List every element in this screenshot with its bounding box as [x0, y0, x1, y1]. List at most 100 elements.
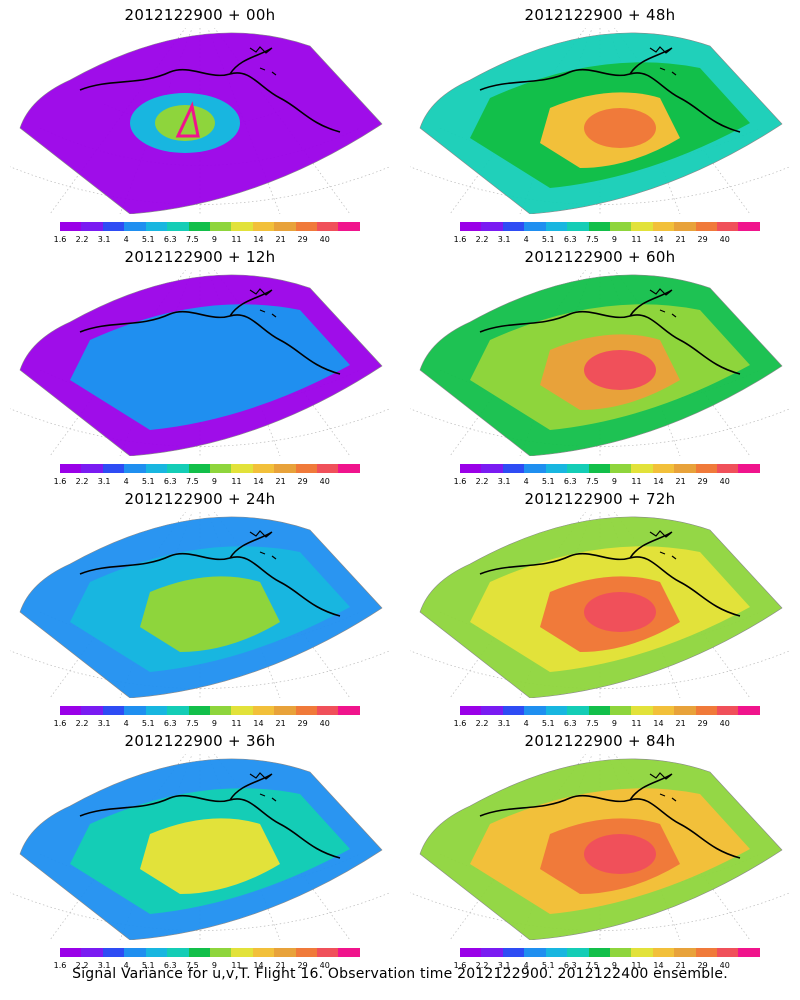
- colorbar-swatch: [695, 706, 718, 715]
- map-boundary: [19, 758, 383, 940]
- colorbar-swatch: [252, 706, 275, 715]
- colorbar-swatch: [188, 464, 210, 473]
- colorbar-tick-label: 6.3: [163, 477, 177, 486]
- colorbar-tick-label: 6.3: [563, 235, 577, 244]
- colorbar-swatch: [502, 948, 525, 957]
- colorbar-swatch: [545, 222, 568, 231]
- colorbar-tick-label: 11: [631, 477, 642, 486]
- colorbar-tick-label: 5.1: [541, 477, 555, 486]
- colorbar-tick-label: 6.3: [163, 719, 177, 728]
- colorbar-tick-label: 7.5: [585, 235, 599, 244]
- colorbar-tick-label: 7.5: [185, 477, 199, 486]
- coastline: [79, 289, 341, 375]
- colorbar-swatch: [652, 464, 675, 473]
- coastline: [479, 773, 741, 859]
- variance-map: [10, 754, 390, 940]
- colorbar: [460, 706, 760, 715]
- colorbar-swatch: [674, 706, 696, 715]
- colorbar-tick-label: 21: [675, 961, 686, 970]
- forecast-panel: 2012122900 + 72h 1.6 2.2 3.1 4 5.1 6.3 7.5 9 11 1…: [400, 484, 800, 729]
- colorbar-swatch: [167, 222, 189, 231]
- colorbar-tick-label: 29: [697, 477, 708, 486]
- coastline: [79, 47, 341, 133]
- colorbar-tick-label: 3.1: [97, 961, 111, 970]
- colorbar-swatch: [231, 222, 253, 231]
- colorbar-tick-label: 21: [675, 719, 686, 728]
- colorbar-swatch: [674, 948, 696, 957]
- colorbar-swatch: [481, 948, 503, 957]
- colorbar-tick-label: 11: [631, 719, 642, 728]
- colorbar-tick-label: 29: [297, 477, 308, 486]
- colorbar-tick-label: 14: [253, 961, 264, 970]
- colorbar-swatch: [317, 706, 339, 715]
- colorbar-tick-label: 40: [319, 477, 330, 486]
- colorbar-swatch: [460, 706, 482, 715]
- variance-map: [10, 28, 390, 214]
- colorbar-swatch: [567, 948, 589, 957]
- map-boundary: [19, 274, 383, 456]
- longitude-line: [614, 512, 751, 698]
- colorbar-tick-label: 3.1: [497, 719, 511, 728]
- colorbar-ticks: 1.6 2.2 3.1 4 5.1 6.3 7.5 9 11 14 21 29 40: [450, 477, 770, 487]
- colorbar-tick-label: 3.1: [497, 235, 511, 244]
- panel-title: 2012122900 + 12h: [124, 248, 276, 266]
- colorbar-swatch: [588, 464, 610, 473]
- colorbar-swatch: [502, 222, 525, 231]
- longitude-line: [49, 754, 186, 940]
- colorbar-tick-label: 3.1: [497, 961, 511, 970]
- colorbar-swatch: [588, 948, 610, 957]
- colorbar-tick-label: 6.3: [163, 235, 177, 244]
- longitude-line: [614, 270, 751, 456]
- colorbar-swatch: [317, 948, 339, 957]
- colorbar-tick-label: 29: [697, 235, 708, 244]
- colorbar-tick-label: 9: [611, 477, 617, 486]
- coastline-islands: [249, 288, 277, 318]
- colorbar-swatch: [124, 222, 146, 231]
- colorbar-tick-label: 2.2: [475, 961, 489, 970]
- colorbar-tick-label: 11: [231, 235, 242, 244]
- colorbar-tick-label: 3.1: [497, 477, 511, 486]
- colorbar: [60, 706, 360, 715]
- colorbar-swatch: [124, 464, 146, 473]
- colorbar-tick-label: 21: [275, 235, 286, 244]
- colorbar-swatch: [631, 222, 653, 231]
- colorbar-swatch: [124, 948, 146, 957]
- colorbar-swatch: [609, 706, 632, 715]
- colorbar-swatch: [295, 222, 318, 231]
- colorbar-swatch: [274, 464, 296, 473]
- variance-map: [410, 512, 790, 698]
- colorbar-tick-label: 9: [211, 477, 217, 486]
- colorbar-swatch: [295, 464, 318, 473]
- colorbar-tick-label: 14: [653, 477, 664, 486]
- colorbar-tick-label: 4: [123, 961, 129, 970]
- colorbar-swatch: [102, 222, 125, 231]
- coastline-islands: [249, 530, 277, 560]
- colorbar-tick-label: 7.5: [585, 961, 599, 970]
- colorbar-swatch: [631, 464, 653, 473]
- colorbar-swatch: [695, 464, 718, 473]
- colorbar-swatch: [460, 222, 482, 231]
- colorbar-swatch: [567, 706, 589, 715]
- colorbar-tick-label: 5.1: [541, 719, 555, 728]
- colorbar-swatch: [631, 706, 653, 715]
- colorbar-tick-label: 2.2: [75, 235, 89, 244]
- map-boundary: [19, 32, 383, 214]
- colorbar-ticks: 1.6 2.2 3.1 4 5.1 6.3 7.5 9 11 14 21 29 40: [50, 961, 370, 971]
- colorbar-ticks: 1.6 2.2 3.1 4 5.1 6.3 7.5 9 11 14 21 29 40: [50, 477, 370, 487]
- colorbar-swatch: [102, 948, 125, 957]
- map-boundary: [419, 32, 783, 214]
- variance-contour: [140, 576, 280, 652]
- longitude-line: [449, 270, 586, 456]
- colorbar-tick-label: 3.1: [97, 719, 111, 728]
- colorbar-swatch: [567, 464, 589, 473]
- colorbar-tick-label: 9: [611, 719, 617, 728]
- colorbar-tick-label: 4: [523, 477, 529, 486]
- colorbar-tick-label: 29: [297, 235, 308, 244]
- colorbar-swatch: [609, 948, 632, 957]
- colorbar-swatch: [502, 706, 525, 715]
- colorbar-swatch: [695, 948, 718, 957]
- colorbar-tick-label: 1.6: [53, 719, 67, 728]
- colorbar-tick-label: 29: [697, 719, 708, 728]
- variance-maximum: [584, 350, 656, 390]
- colorbar-tick-label: 40: [319, 719, 330, 728]
